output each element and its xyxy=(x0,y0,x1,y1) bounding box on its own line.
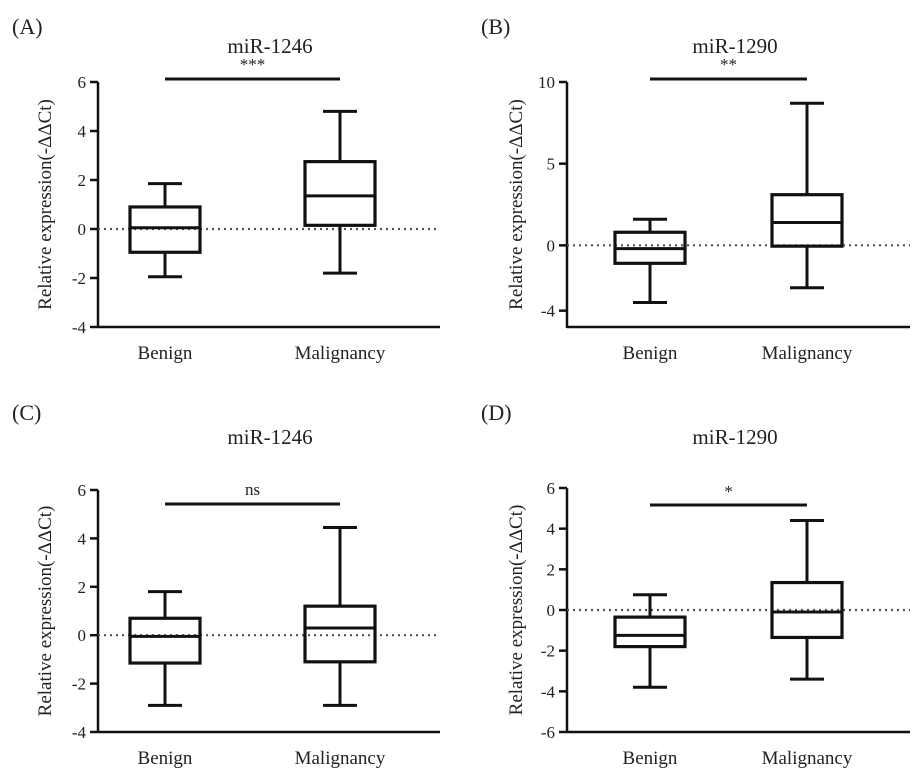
y-tick-label: -4 xyxy=(72,318,87,337)
y-tick-label: 0 xyxy=(78,626,87,645)
panel-label: (B) xyxy=(481,14,510,39)
box-iqr xyxy=(303,160,377,227)
significance-label: * xyxy=(724,482,733,501)
y-tick-label: 4 xyxy=(78,122,87,141)
chart-title: miR-1290 xyxy=(692,425,777,449)
panel-label: (A) xyxy=(12,14,43,39)
y-tick-label: 6 xyxy=(78,73,87,92)
chart-title: miR-1246 xyxy=(227,34,312,58)
panel-label: (D) xyxy=(481,400,512,425)
y-tick-label: -4 xyxy=(541,302,556,321)
x-category-label: Benign xyxy=(623,748,678,769)
y-tick-label: 0 xyxy=(547,601,556,620)
y-tick-label: 4 xyxy=(547,520,556,539)
y-tick-label: 10 xyxy=(538,73,555,92)
panel-b: (B) miR-1290 Relative expression(-ΔΔCt) -4 0… xyxy=(481,14,910,364)
box-iqr xyxy=(770,193,844,248)
box-benign xyxy=(128,182,202,279)
y-tick-label: 2 xyxy=(547,560,556,579)
significance-label: ** xyxy=(720,55,737,74)
box-benign xyxy=(613,217,687,304)
box-malignancy xyxy=(770,519,844,681)
y-tick-label: 0 xyxy=(547,236,556,255)
y-tick-label: 2 xyxy=(78,578,87,597)
panel-a: (A) miR-1246 Relative expression(-ΔΔCt) -4 -… xyxy=(12,14,440,364)
box-iqr xyxy=(128,205,202,254)
y-tick-label: -2 xyxy=(72,269,86,288)
box-benign xyxy=(128,590,202,707)
x-category-label: Malignancy xyxy=(762,343,853,364)
y-tick-label: 4 xyxy=(78,529,87,548)
panel-label: (C) xyxy=(12,400,41,425)
y-tick-label: -4 xyxy=(72,723,87,742)
y-tick-label: -4 xyxy=(541,682,556,701)
significance-label: ns xyxy=(245,480,260,499)
box-iqr xyxy=(128,616,202,665)
x-category-label: Benign xyxy=(138,748,193,769)
x-category-label: Benign xyxy=(138,343,193,364)
y-tick-label: 5 xyxy=(547,155,556,174)
box-malignancy xyxy=(303,109,377,275)
box-benign xyxy=(613,593,687,689)
box-iqr xyxy=(613,615,687,649)
y-tick-label: 2 xyxy=(78,171,87,190)
box-iqr xyxy=(770,580,844,640)
box-iqr xyxy=(303,604,377,664)
y-axis-label: Relative expression(-ΔΔCt) xyxy=(506,99,527,310)
y-tick-label: 0 xyxy=(78,220,87,239)
box-malignancy xyxy=(303,526,377,707)
x-category-label: Malignancy xyxy=(295,748,386,769)
box-malignancy xyxy=(770,101,844,290)
y-tick-label: -2 xyxy=(72,675,86,694)
y-axis-label: Relative expression(-ΔΔCt) xyxy=(35,506,56,717)
y-axis-label: Relative expression(-ΔΔCt) xyxy=(35,99,56,310)
chart-title: miR-1246 xyxy=(227,425,312,449)
x-category-label: Malignancy xyxy=(762,748,853,769)
x-category-label: Benign xyxy=(623,343,678,364)
chart-title: miR-1290 xyxy=(692,34,777,58)
panel-c: (C) miR-1246 Relative expression(-ΔΔCt) -4 -… xyxy=(12,400,440,769)
significance-label: *** xyxy=(240,55,266,74)
panel-d: (D) miR-1290 Relative expression(-ΔΔCt) -6 -… xyxy=(481,400,910,769)
y-tick-label: -2 xyxy=(541,642,555,661)
y-tick-label: 6 xyxy=(547,479,556,498)
y-axis-label: Relative expression(-ΔΔCt) xyxy=(506,505,527,716)
y-tick-label: -6 xyxy=(541,723,555,742)
y-tick-label: 6 xyxy=(78,481,87,500)
x-category-label: Malignancy xyxy=(295,343,386,364)
